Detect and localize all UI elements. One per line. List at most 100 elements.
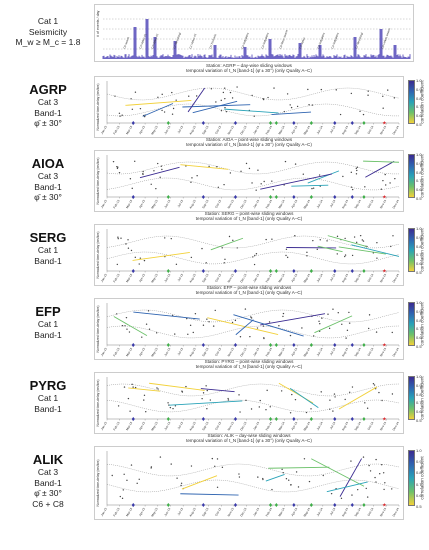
data-point bbox=[382, 95, 384, 97]
panel-chart-aioa: Station: AIOA – point-wise sliding windo… bbox=[94, 137, 404, 212]
seismicity-event-label: C8 Mass swarm bbox=[278, 29, 289, 50]
panel-label-line: Band-1 bbox=[34, 255, 62, 266]
event-marker bbox=[166, 343, 170, 347]
trend-line bbox=[363, 160, 400, 163]
x-tick-label: Nov-13 bbox=[227, 347, 235, 358]
colorbar-gradient bbox=[408, 376, 415, 420]
x-tick-label: Aug-13 bbox=[188, 507, 196, 518]
data-point bbox=[327, 313, 329, 315]
x-tick-label: Jan-14 bbox=[252, 125, 260, 135]
data-point bbox=[190, 465, 193, 467]
data-point bbox=[231, 321, 234, 324]
data-point bbox=[392, 235, 394, 237]
x-tick-label: Dec-14 bbox=[392, 199, 400, 210]
data-point bbox=[120, 237, 122, 239]
data-point bbox=[238, 476, 241, 478]
x-tick-label: Sep-13 bbox=[201, 199, 209, 210]
event-marker bbox=[131, 121, 135, 125]
x-tick-label: Apr-13 bbox=[138, 199, 146, 209]
panel-label-line: Cat 3 bbox=[37, 467, 59, 477]
trend-line bbox=[351, 244, 400, 257]
panel-title: Station: PYRG – point-wise sliding windo… bbox=[95, 359, 403, 370]
data-point bbox=[174, 333, 176, 335]
x-tick-label: May-14 bbox=[303, 347, 312, 358]
x-tick-label: May-14 bbox=[303, 125, 312, 136]
x-tick-label: Nov-13 bbox=[227, 421, 235, 432]
data-point bbox=[372, 383, 375, 385]
data-point bbox=[289, 484, 292, 486]
trend-line bbox=[207, 317, 279, 336]
x-tick-label: Oct-14 bbox=[367, 347, 375, 357]
x-tick-label: Nov-14 bbox=[379, 507, 387, 518]
data-point bbox=[307, 88, 309, 91]
data-point bbox=[214, 309, 216, 312]
panel-label-line: Cat 1 bbox=[37, 393, 59, 403]
x-tick-label: Apr-14 bbox=[290, 125, 298, 135]
data-point bbox=[223, 183, 225, 186]
trend-line bbox=[192, 100, 238, 114]
data-point bbox=[306, 251, 308, 254]
colorbar-tick: 0.6 bbox=[416, 492, 422, 498]
x-tick-label: Oct-13 bbox=[214, 347, 222, 357]
x-tick-label: Nov-13 bbox=[227, 199, 235, 210]
data-point bbox=[271, 180, 273, 182]
data-point bbox=[119, 495, 122, 498]
data-point bbox=[282, 472, 284, 474]
x-tick-label: Oct-14 bbox=[367, 421, 375, 431]
colorbar-tick: 1.0 bbox=[416, 152, 422, 157]
station-name: SERG bbox=[29, 230, 67, 245]
trend-line bbox=[181, 475, 218, 490]
data-point bbox=[202, 324, 205, 326]
event-marker bbox=[350, 417, 354, 421]
panel-label-line: Cat 1 bbox=[37, 245, 59, 255]
event-marker bbox=[350, 503, 354, 507]
confidence-envelope bbox=[106, 463, 400, 477]
panel-chart-serg: Station: SERG – point-wise sliding windo… bbox=[94, 211, 404, 286]
panel-label-pyrg: PYRG Cat 1 Band-1 bbox=[4, 378, 92, 414]
data-point bbox=[340, 497, 343, 500]
panel-chart-efp: Station: EFP – point-wise sliding window… bbox=[94, 285, 404, 360]
data-point bbox=[220, 99, 222, 102]
colorbar-gradient bbox=[408, 228, 415, 272]
x-tick-label: Jan-13 bbox=[100, 273, 108, 283]
event-marker bbox=[131, 343, 135, 347]
data-point bbox=[251, 182, 253, 184]
trend-line bbox=[182, 104, 251, 108]
data-point bbox=[260, 183, 262, 185]
x-tick-label: Apr-13 bbox=[138, 421, 146, 431]
data-point bbox=[205, 262, 207, 264]
data-point bbox=[355, 167, 358, 170]
confidence-envelope bbox=[106, 177, 400, 191]
colorbar-tick: 0.5 bbox=[416, 122, 422, 127]
panel-label-line: Band-1 bbox=[34, 107, 62, 118]
data-point bbox=[130, 249, 133, 252]
data-point bbox=[227, 397, 229, 400]
data-point bbox=[190, 181, 192, 183]
data-point bbox=[129, 178, 132, 180]
data-point bbox=[356, 169, 358, 172]
panel-svg: Normalized time-delay (ms/km)Jan-13 Feb-1… bbox=[96, 451, 400, 518]
data-point bbox=[209, 399, 212, 401]
data-point bbox=[172, 107, 175, 110]
event-marker bbox=[268, 503, 273, 507]
x-tick-label: Jul-13 bbox=[176, 273, 184, 282]
y-axis-label: Normalized time-delay (ms/km) bbox=[96, 84, 100, 131]
seismicity-line-1: Cat 1 bbox=[37, 16, 59, 26]
colorbar-tick: 0.9 bbox=[416, 86, 422, 92]
data-point bbox=[311, 104, 314, 106]
data-point bbox=[172, 407, 174, 410]
data-point bbox=[257, 476, 259, 478]
data-point bbox=[176, 477, 178, 479]
data-point bbox=[289, 104, 291, 106]
data-point bbox=[216, 166, 218, 168]
data-point bbox=[136, 482, 138, 485]
x-tick-label: Jun-14 bbox=[316, 125, 324, 135]
data-point bbox=[348, 311, 350, 314]
seismicity-event-label: C3 Valtos bbox=[298, 36, 306, 49]
x-tick-label: Jul-13 bbox=[176, 347, 184, 356]
x-tick-label: May-14 bbox=[303, 273, 312, 284]
data-point bbox=[357, 488, 359, 491]
event-marker bbox=[201, 195, 205, 199]
trend-line bbox=[326, 481, 368, 493]
data-point bbox=[348, 391, 351, 393]
